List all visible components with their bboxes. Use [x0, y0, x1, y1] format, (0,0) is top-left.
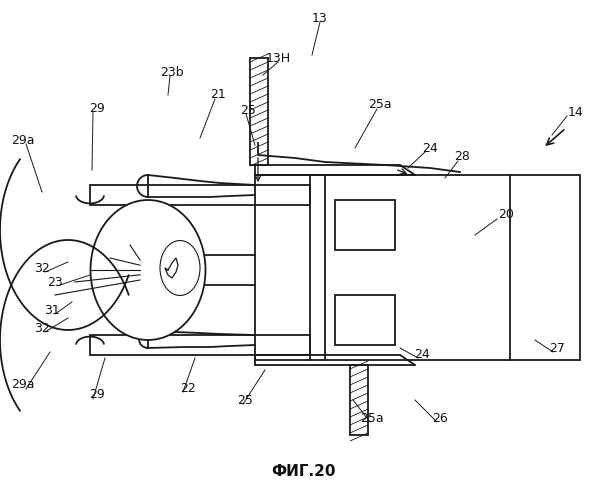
- Text: 29a: 29a: [11, 134, 35, 146]
- Text: 20: 20: [498, 208, 514, 222]
- Ellipse shape: [91, 200, 205, 340]
- Bar: [335, 295, 395, 345]
- Bar: [255, 175, 580, 360]
- Text: 32: 32: [34, 262, 50, 274]
- Bar: [90, 185, 310, 205]
- Text: 28: 28: [454, 150, 470, 164]
- Text: 24: 24: [422, 142, 438, 154]
- Text: 13H: 13H: [266, 52, 290, 64]
- Text: 24: 24: [414, 348, 430, 362]
- Bar: [350, 365, 368, 435]
- Text: 29: 29: [89, 388, 105, 402]
- Text: 29a: 29a: [11, 378, 35, 392]
- Text: 26: 26: [432, 412, 448, 424]
- Text: 22: 22: [180, 382, 196, 394]
- Text: ФИГ.20: ФИГ.20: [272, 464, 336, 479]
- Text: 29: 29: [89, 102, 105, 114]
- Text: 21: 21: [210, 88, 226, 102]
- Text: 13: 13: [312, 12, 328, 24]
- Bar: [90, 335, 310, 355]
- Text: 25a: 25a: [368, 98, 392, 112]
- Ellipse shape: [160, 240, 200, 296]
- Text: 25: 25: [237, 394, 253, 406]
- Text: 25: 25: [240, 104, 256, 117]
- Text: 14: 14: [568, 106, 584, 118]
- Text: 23b: 23b: [160, 66, 184, 78]
- Text: 27: 27: [549, 342, 565, 354]
- Bar: [335, 200, 395, 250]
- Text: 31: 31: [44, 304, 60, 316]
- Bar: [250, 58, 268, 165]
- Text: 23: 23: [47, 276, 63, 288]
- Text: 25a: 25a: [360, 412, 384, 424]
- Text: 32: 32: [34, 322, 50, 334]
